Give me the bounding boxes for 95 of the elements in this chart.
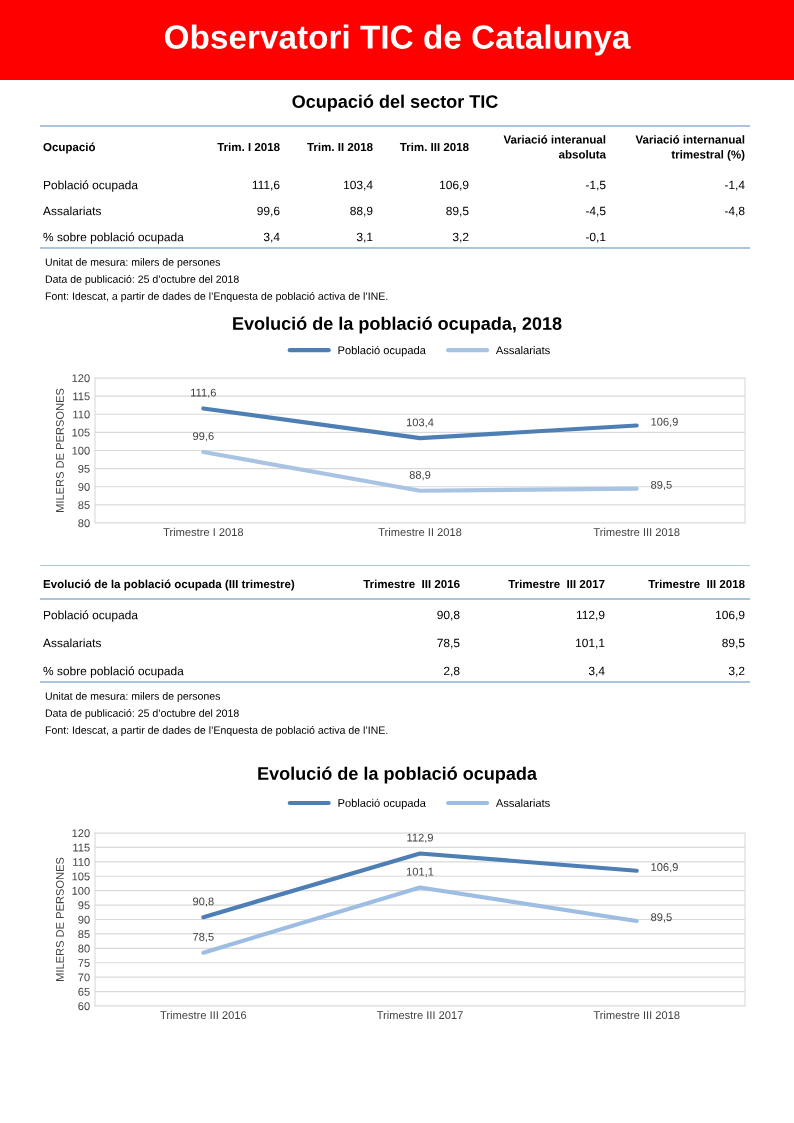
text: 101,1 xyxy=(576,638,605,649)
text: 78,5 xyxy=(437,638,460,649)
y-tick-label: 105 xyxy=(72,872,90,881)
text: 112,9 xyxy=(576,610,605,621)
data-label: 78,5 xyxy=(193,932,214,943)
data-label: 101,1 xyxy=(406,867,434,877)
text: 89,5 xyxy=(446,206,469,217)
y-tick-label: 75 xyxy=(78,959,90,967)
x-tick-label: Trimestre III 2018 xyxy=(593,1010,680,1020)
text: 88,9 xyxy=(350,206,373,217)
y-tick-label: 110 xyxy=(73,858,90,866)
text: 99,6 xyxy=(257,206,280,217)
legend-label: Assalariats xyxy=(495,346,550,355)
text: Font: Idescat, a partir de dades de l’Enquesta de població activa de l’INE. xyxy=(45,292,388,302)
text: 106,9 xyxy=(716,610,745,621)
y-axis-title: MILERS DE PERSONES xyxy=(55,857,64,981)
text: Població ocupada xyxy=(43,180,138,192)
x-tick-label: Trimestre III 2016 xyxy=(160,1010,247,1020)
text: -1,4 xyxy=(724,180,745,191)
text: 89,5 xyxy=(722,638,745,649)
category-label: Trim. I 2018 xyxy=(217,142,280,152)
text: 90,8 xyxy=(437,610,460,621)
category-label: Trimestre III 2016 xyxy=(363,579,460,589)
y-tick-label: 90 xyxy=(78,915,90,924)
text: 3,4 xyxy=(263,232,280,243)
y-tick-label: 90 xyxy=(78,483,90,491)
text: % sobre població ocupada xyxy=(43,232,184,244)
category-label: Variació interanual absoluta xyxy=(503,135,607,159)
text: 3,2 xyxy=(728,666,745,677)
category-label: Trimestre III 2017 xyxy=(508,579,605,589)
legend-label: Població ocupada xyxy=(338,798,426,810)
text: Assalariats xyxy=(43,206,101,216)
category-label: Variació internanual trimestral (%) xyxy=(635,135,745,161)
text: Data de publicació: 25 d’octubre del 2018 xyxy=(45,275,239,285)
legend-label: Població ocupada xyxy=(338,345,426,357)
y-tick-label: 100 xyxy=(72,446,90,455)
text: 3,1 xyxy=(356,232,373,243)
y-tick-label: 70 xyxy=(78,973,90,982)
legend-label: Assalariats xyxy=(495,798,550,807)
y-tick-label: 100 xyxy=(72,886,90,895)
y-tick-label: 60 xyxy=(78,1002,90,1011)
text: Data de publicació: 25 d’octubre del 2018 xyxy=(45,709,239,719)
category-label: Evolució de la població ocupada (III trimestre) xyxy=(43,579,295,591)
chart-title: Evolució de la població ocupada xyxy=(258,766,538,784)
text: 3,4 xyxy=(588,666,605,677)
x-tick-label: Trimestre I 2018 xyxy=(163,527,244,537)
y-tick-label: 115 xyxy=(73,843,90,852)
x-tick-label: Trimestre II 2018 xyxy=(378,527,462,537)
y-tick-label: 120 xyxy=(72,374,90,383)
data-label: 106,9 xyxy=(651,863,678,873)
text: Unitat de mesura: milers de persones xyxy=(45,692,221,702)
y-tick-label: 85 xyxy=(78,501,90,510)
text: Assalariats xyxy=(43,638,101,648)
data-label: 99,6 xyxy=(193,432,214,442)
data-label: 106,9 xyxy=(651,417,678,427)
text: Unitat de mesura: milers de persones xyxy=(45,258,221,268)
data-label: 89,5 xyxy=(651,480,672,491)
data-label: 103,4 xyxy=(406,418,434,428)
category-label: Ocupació xyxy=(43,142,96,154)
text: % sobre població ocupada xyxy=(43,666,184,678)
text: -4,8 xyxy=(724,206,745,217)
y-tick-label: 80 xyxy=(78,944,90,953)
data-label: 90,8 xyxy=(193,897,214,907)
y-tick-label: 65 xyxy=(78,987,90,996)
y-tick-label: 95 xyxy=(78,464,90,473)
x-tick-label: Trimestre III 2018 xyxy=(593,527,680,537)
text: 106,9 xyxy=(440,180,469,191)
x-tick-label: Trimestre III 2017 xyxy=(376,1010,463,1020)
text: Població ocupada xyxy=(43,610,138,622)
data-label: 88,9 xyxy=(409,470,431,481)
y-tick-label: 120 xyxy=(72,829,90,838)
y-tick-label: 95 xyxy=(78,901,90,910)
text: 111,6 xyxy=(252,180,280,191)
text: 3,2 xyxy=(452,232,469,243)
y-tick-label: 115 xyxy=(73,392,90,401)
text: 2,8 xyxy=(444,666,460,677)
data-label: 111,6 xyxy=(191,388,216,398)
data-label: 89,5 xyxy=(651,913,672,923)
y-tick-label: 110 xyxy=(73,410,90,419)
text: Observatori TIC de Catalunya xyxy=(164,24,631,56)
category-label: Trim. II 2018 xyxy=(307,142,373,152)
text: Ocupació del sector TIC xyxy=(292,94,498,112)
text: -0,1 xyxy=(585,232,606,243)
category-label: Trimestre III 2018 xyxy=(648,579,745,589)
y-axis-title: MILERS DE PERSONES xyxy=(55,388,64,512)
y-tick-label: 85 xyxy=(78,930,90,939)
data-label: 112,9 xyxy=(407,833,433,843)
chart-title: Evolució de la població ocupada, 2018 xyxy=(233,316,562,334)
text: -1,5 xyxy=(585,180,606,191)
text: 103,4 xyxy=(344,180,373,191)
category-label: Trim. III 2018 xyxy=(399,142,469,152)
text: -4,5 xyxy=(585,206,606,217)
y-tick-label: 105 xyxy=(72,428,90,437)
y-tick-label: 80 xyxy=(78,519,90,528)
text: Font: Idescat, a partir de dades de l’Enquesta de població activa de l’INE. xyxy=(45,726,388,736)
